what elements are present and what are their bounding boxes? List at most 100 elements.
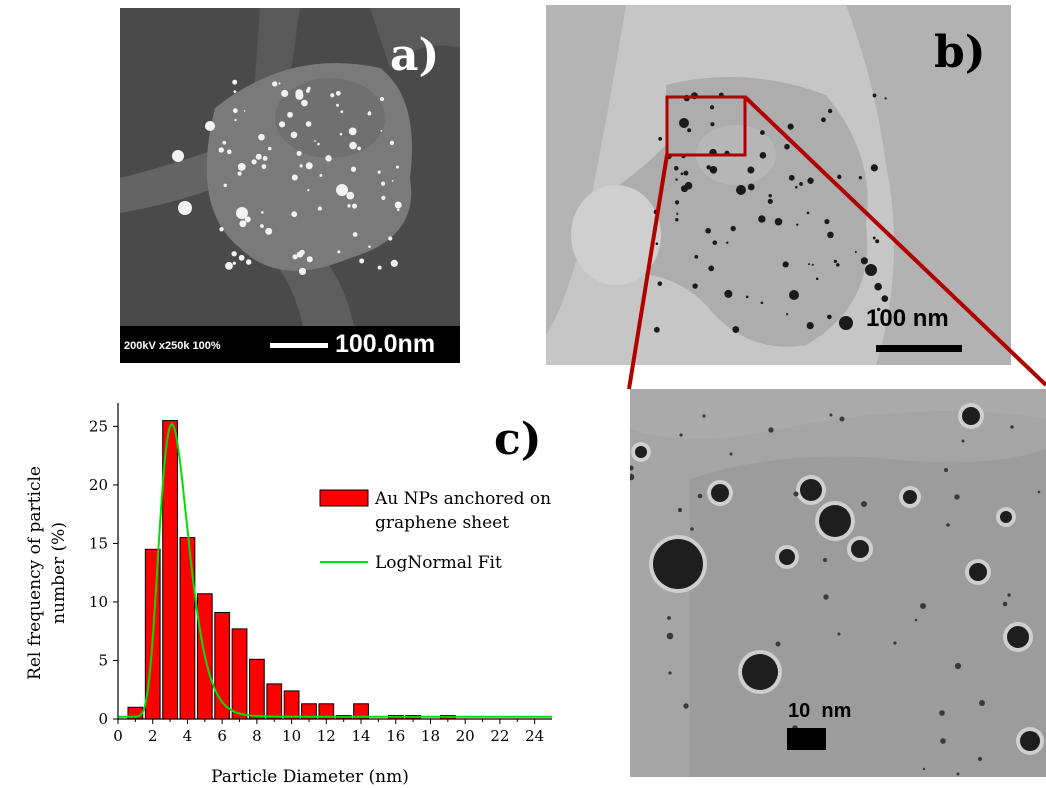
particle-dot — [205, 121, 215, 131]
x-tick-label: 0 — [113, 727, 123, 745]
particle-dot — [317, 142, 320, 146]
x-tick-label: 4 — [183, 727, 193, 745]
particle-dot — [251, 159, 257, 165]
particle-dot — [747, 166, 755, 174]
particle-dot — [745, 295, 749, 299]
particle-dot — [711, 484, 729, 502]
particle-dot — [708, 265, 715, 272]
particle-dot — [222, 140, 227, 145]
particle-dot — [954, 494, 960, 500]
particle-dot — [349, 141, 357, 150]
particle-dot — [858, 175, 863, 180]
particle-dot — [292, 254, 298, 260]
particle-dot — [839, 416, 845, 422]
particle-dot — [697, 493, 703, 499]
particle-dot — [824, 218, 830, 225]
histogram-bar — [283, 690, 300, 720]
particle-dot — [712, 240, 718, 245]
particle-dot — [1002, 601, 1008, 607]
particle-dot — [223, 183, 227, 188]
particle-dot — [760, 301, 764, 305]
particle-dot — [819, 505, 851, 537]
particle-dot — [336, 103, 340, 107]
particle-dot — [684, 181, 693, 190]
y-tick-label: 5 — [98, 651, 108, 669]
particle-dot — [259, 155, 262, 157]
particle-dot — [692, 283, 698, 289]
panel-c-letter: c) — [494, 414, 542, 465]
particle-dot — [357, 146, 362, 151]
particle-dot — [239, 220, 247, 228]
particle-size-histogram: 0 2 4 6 8 10 12 14 16 18 20 22 240510152025Particle … — [25, 403, 552, 787]
particle-dot — [742, 654, 778, 690]
particle-dot — [861, 501, 867, 507]
particle-dot — [865, 264, 877, 276]
particle-dot — [396, 208, 400, 212]
particle-dot — [914, 618, 918, 622]
particle-dot — [668, 671, 672, 675]
particle-dot — [234, 118, 237, 122]
particle-dot — [381, 195, 386, 200]
particle-dot — [635, 446, 647, 458]
y-axis-title: Rel frequency of particle number (%) — [25, 466, 69, 680]
particle-dot — [709, 165, 718, 174]
particle-dot — [305, 121, 312, 127]
particle-dot — [683, 170, 689, 176]
particle-dot — [653, 539, 703, 589]
particle-dot — [732, 326, 740, 333]
particle-dot — [237, 162, 246, 171]
particle-dot — [1010, 425, 1014, 429]
particle-dot — [903, 490, 917, 504]
particle-dot — [787, 123, 794, 130]
particle-dot — [726, 241, 729, 244]
particle-dot — [337, 250, 341, 254]
particle-dot — [1037, 490, 1041, 494]
panel-d-scale-label: 10 nm — [788, 700, 852, 722]
particle-dot — [799, 182, 803, 186]
particle-dot — [833, 259, 838, 263]
particle-dot — [829, 413, 833, 417]
particle-dot — [291, 174, 298, 181]
lognormal-fit-line — [118, 422, 552, 718]
particle-dot — [261, 164, 267, 170]
histogram-panel-c: 0 2 4 6 8 10 12 14 16 18 20 22 24 0 5 10 15 20 25 Particle … — [0, 380, 610, 788]
particle-dot — [630, 473, 635, 481]
particle-dot — [305, 162, 313, 170]
particle-dot — [346, 191, 355, 200]
particle-dot — [655, 242, 659, 246]
legend-bar-swatch — [319, 489, 369, 507]
nanoparticle-dots — [172, 79, 402, 276]
x-tick-label: 2 — [148, 727, 158, 745]
particle-dot — [702, 414, 706, 418]
particle-dot — [677, 507, 683, 513]
particle-dot — [872, 236, 876, 240]
particle-dot — [395, 165, 399, 169]
particle-dot — [377, 170, 381, 174]
particle-dot — [227, 149, 232, 155]
particle-dot — [305, 88, 310, 93]
particle-dot — [172, 150, 184, 162]
particle-dot — [296, 251, 304, 258]
x-tick-label: 10 — [282, 727, 301, 745]
particle-dot — [296, 150, 302, 156]
histogram-bar — [266, 683, 283, 720]
particle-dot — [295, 89, 304, 97]
tem-zoom-panel: 10 nm — [630, 389, 1046, 777]
y-tick-label: 15 — [89, 534, 108, 552]
x-tick-label: 24 — [525, 727, 544, 745]
particle-dot — [768, 193, 772, 198]
y-tick-label: 25 — [89, 417, 108, 435]
particle-dot — [823, 558, 827, 562]
legend-fit-label: LogNormal Fit — [375, 553, 502, 573]
particle-dot — [729, 452, 733, 456]
nanoparticle-dots — [653, 92, 889, 333]
particle-dot — [1020, 731, 1040, 751]
particle-dot — [874, 282, 882, 291]
y-axis-title-line: number (%) — [49, 522, 69, 624]
particle-dot — [232, 108, 238, 114]
particle-dot — [806, 211, 810, 215]
particle-dot — [267, 146, 272, 151]
particle-dot — [232, 261, 236, 265]
particle-dot — [278, 82, 281, 85]
